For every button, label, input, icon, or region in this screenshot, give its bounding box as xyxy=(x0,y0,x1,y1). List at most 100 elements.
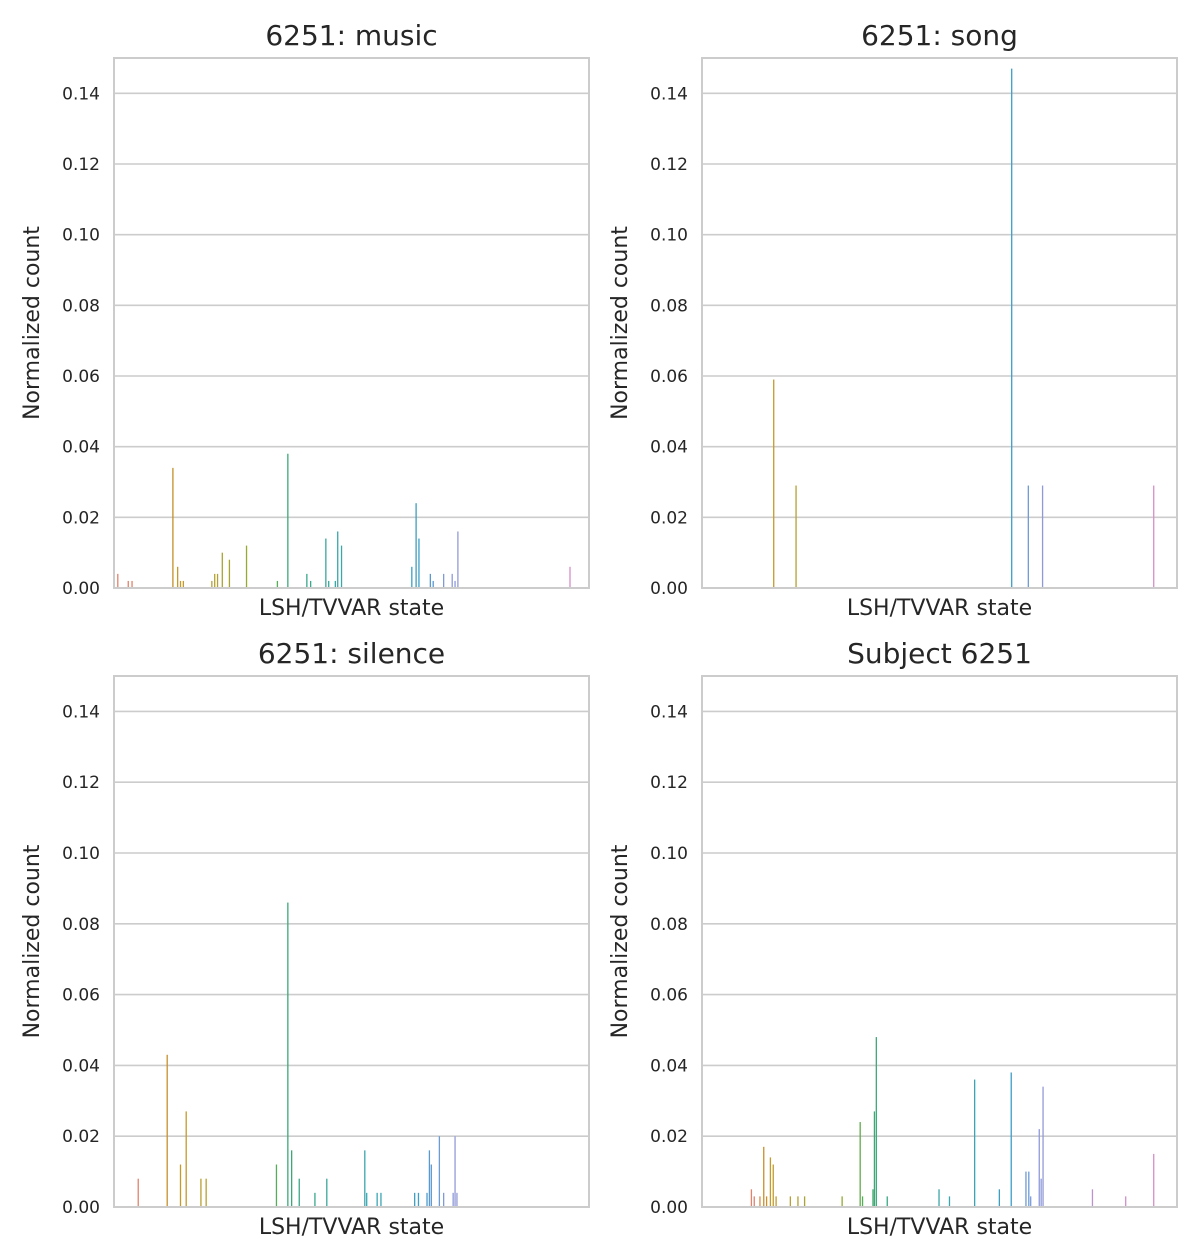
bar xyxy=(429,573,431,588)
bar xyxy=(1038,1129,1040,1207)
bar xyxy=(245,545,248,588)
bar xyxy=(166,1054,168,1207)
y-tick-label: 0.10 xyxy=(62,844,100,864)
bar xyxy=(337,531,339,588)
y-tick-label: 0.08 xyxy=(62,296,100,316)
bar xyxy=(340,545,343,588)
bar xyxy=(172,467,174,588)
subplot-1: 0.00 0.02 0.04 0.06 0.08 0.10 0.12 0.14 6251: mu… xyxy=(20,19,590,621)
bar xyxy=(214,573,216,588)
bar xyxy=(795,485,797,588)
y-tick-label: 0.00 xyxy=(650,579,688,599)
subplot-2: 0.00 0.02 0.04 0.06 0.08 0.10 0.12 0.14 6251: so… xyxy=(608,19,1178,621)
y-axis-label: Normalized count xyxy=(20,844,45,1038)
bar xyxy=(306,573,308,588)
chart-title: 6251: music xyxy=(265,19,437,52)
bar xyxy=(205,1178,207,1207)
y-tick-label: 0.02 xyxy=(62,1127,100,1147)
bar xyxy=(328,580,330,588)
bar xyxy=(974,1079,976,1207)
bar xyxy=(131,580,133,588)
y-tick-label: 0.08 xyxy=(62,915,100,935)
bar xyxy=(117,573,119,588)
bar xyxy=(127,580,129,588)
bar xyxy=(772,1164,774,1207)
bar xyxy=(1028,1171,1030,1207)
bar xyxy=(291,1150,293,1207)
bar xyxy=(326,1178,328,1207)
bar xyxy=(1153,1153,1155,1207)
bar xyxy=(451,573,453,588)
y-tick-label: 0.00 xyxy=(650,1198,688,1218)
y-tick-label: 0.12 xyxy=(650,773,688,793)
bar xyxy=(797,1196,799,1207)
bar xyxy=(456,1192,458,1207)
bar xyxy=(334,580,336,588)
subplot-3: 0.00 0.02 0.04 0.06 0.08 0.10 0.12 0.14 6251: si… xyxy=(20,637,590,1240)
bar xyxy=(1040,1178,1042,1207)
y-tick-label: 0.08 xyxy=(650,296,688,316)
bar xyxy=(763,1146,765,1207)
y-tick-label: 0.14 xyxy=(62,84,100,104)
bar xyxy=(872,1189,874,1207)
bar xyxy=(859,1122,861,1207)
y-tick-label: 0.02 xyxy=(650,508,688,528)
bar xyxy=(221,552,223,588)
bar xyxy=(1027,485,1029,588)
plot-frame xyxy=(113,57,590,589)
bar xyxy=(886,1196,888,1207)
bar xyxy=(137,1178,139,1207)
bar xyxy=(411,566,413,588)
bar xyxy=(314,1192,316,1207)
chart-title: 6251: silence xyxy=(258,637,445,670)
bar xyxy=(287,902,289,1207)
bar xyxy=(179,1164,182,1207)
y-axis-label: Normalized count xyxy=(608,844,633,1038)
bar xyxy=(298,1178,300,1207)
bar xyxy=(443,1192,445,1207)
bar xyxy=(861,1196,864,1207)
bar xyxy=(841,1196,843,1207)
bar xyxy=(177,566,179,588)
y-tick-label: 0.08 xyxy=(650,915,688,935)
y-tick-label: 0.12 xyxy=(650,155,688,175)
bar xyxy=(454,580,456,588)
y-tick-label: 0.14 xyxy=(650,702,688,722)
y-axis-label: Normalized count xyxy=(20,226,45,420)
bar xyxy=(452,1192,454,1207)
bar xyxy=(417,1192,420,1207)
x-axis-label: LSH/TVVAR state xyxy=(847,596,1032,621)
subplot-4: 0.00 0.02 0.04 0.06 0.08 0.10 0.12 0.14 Subject … xyxy=(608,637,1178,1240)
bar xyxy=(228,559,231,588)
y-tick-label: 0.06 xyxy=(62,367,100,387)
y-tick-label: 0.10 xyxy=(62,226,100,246)
y-tick-label: 0.06 xyxy=(62,986,100,1006)
bar xyxy=(454,1136,456,1207)
x-axis-label: LSH/TVVAR state xyxy=(847,1215,1032,1240)
bar xyxy=(803,1196,806,1207)
bar xyxy=(438,1136,441,1207)
bar xyxy=(426,1192,428,1207)
y-tick-label: 0.00 xyxy=(62,1198,100,1218)
bar xyxy=(380,1192,382,1207)
bar xyxy=(1030,1196,1032,1207)
plot-frame xyxy=(701,57,1178,589)
bar xyxy=(182,580,184,588)
x-axis-label: LSH/TVVAR state xyxy=(259,596,444,621)
bar xyxy=(773,379,775,588)
bar xyxy=(276,580,279,588)
y-tick-label: 0.06 xyxy=(650,367,688,387)
bar xyxy=(211,580,213,588)
bar xyxy=(415,503,417,588)
bar xyxy=(325,538,327,588)
bar xyxy=(364,1150,366,1207)
y-tick-label: 0.14 xyxy=(62,702,100,722)
bar xyxy=(430,1164,432,1207)
bar xyxy=(310,580,312,588)
bar xyxy=(432,580,434,588)
y-tick-label: 0.10 xyxy=(650,844,688,864)
bar xyxy=(789,1196,791,1207)
bar xyxy=(418,538,420,588)
y-tick-label: 0.04 xyxy=(62,1056,100,1076)
